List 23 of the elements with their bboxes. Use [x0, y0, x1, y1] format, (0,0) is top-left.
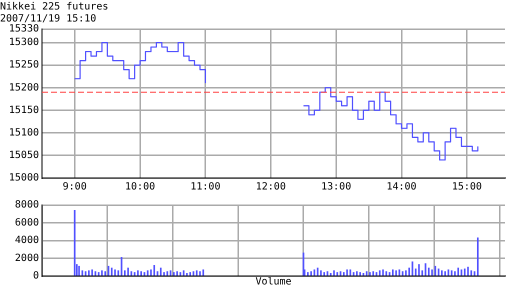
- x-tick-label: 14:00: [386, 182, 417, 193]
- x-axis-title: Volume: [255, 276, 292, 288]
- y-tick-label: 15330: [8, 24, 39, 35]
- x-tick-label: 15:00: [452, 182, 482, 193]
- y-tick-label: 8000: [14, 200, 39, 211]
- y-tick-label: 15150: [8, 104, 39, 116]
- y-tick-label: 6000: [14, 217, 39, 228]
- x-tick-label: 10:00: [124, 182, 156, 193]
- x-tick-label: 9:00: [62, 182, 87, 193]
- x-tick-label: 13:00: [321, 182, 352, 193]
- y-tick-label: 0: [32, 270, 39, 282]
- chart-subtitle: 2007/11/19 15:10: [0, 14, 96, 25]
- x-tick-label: 12:00: [256, 182, 286, 193]
- y-tick-label: 15000: [8, 172, 39, 184]
- chart-title: Nikkei 225 futures: [0, 2, 108, 13]
- y-tick-label: 15300: [8, 37, 39, 48]
- y-tick-label: 15200: [8, 82, 39, 94]
- y-tick-label: 4000: [14, 235, 39, 246]
- y-tick-label: 15100: [8, 127, 39, 138]
- y-tick-label: 15250: [8, 60, 39, 71]
- y-tick-label: 15050: [8, 150, 39, 162]
- x-tick-label: 11:00: [190, 182, 220, 193]
- y-tick-label: 2000: [14, 252, 39, 264]
